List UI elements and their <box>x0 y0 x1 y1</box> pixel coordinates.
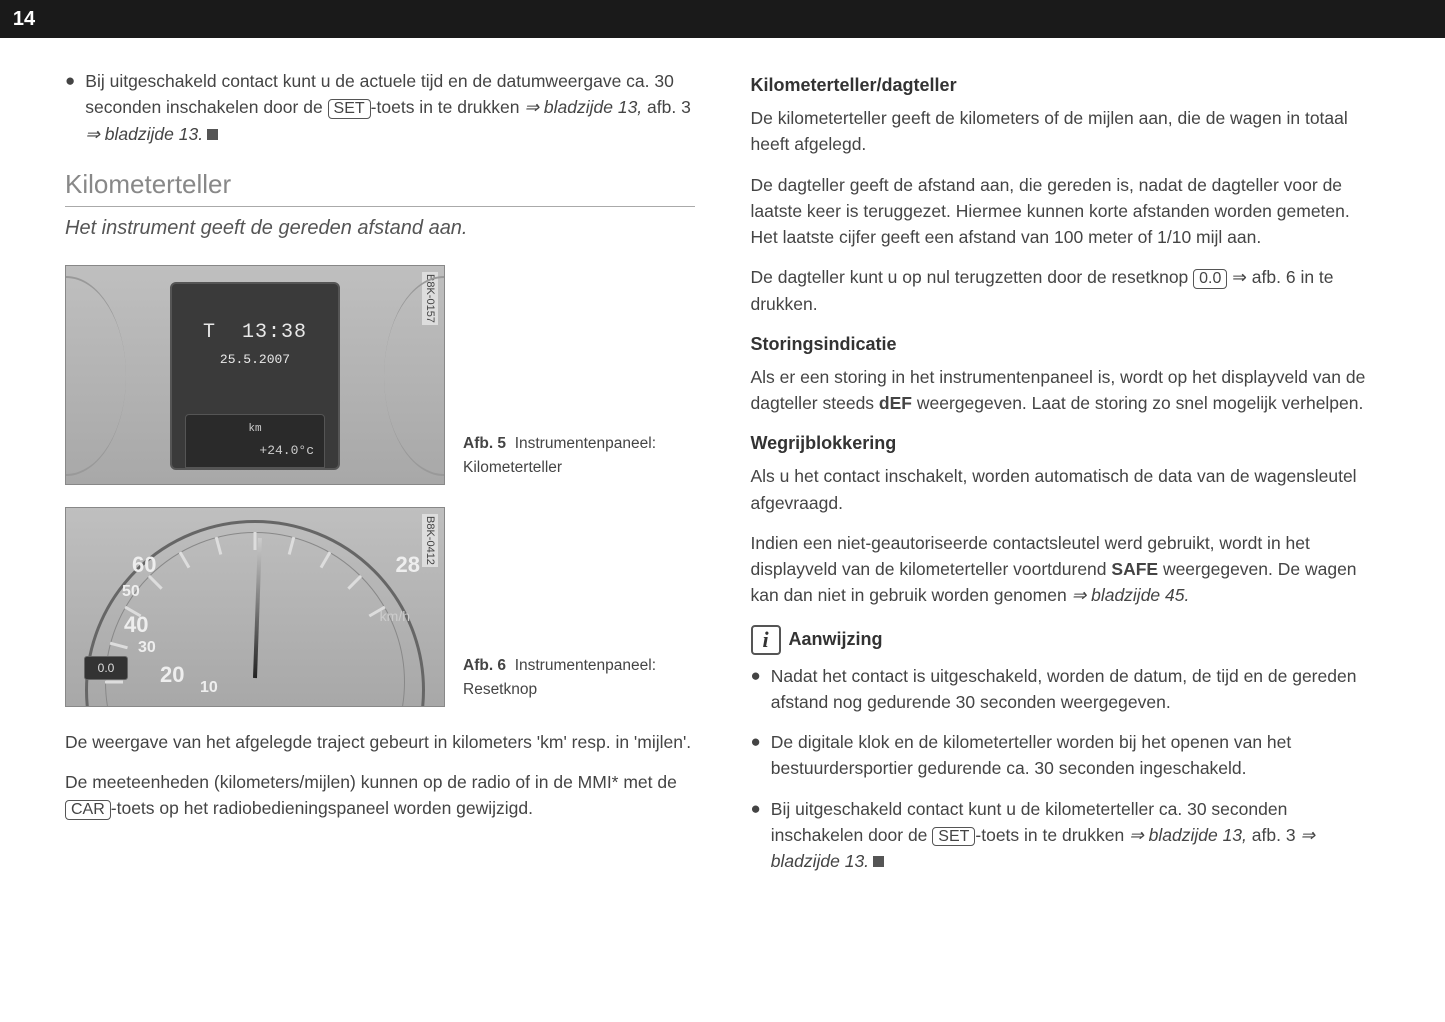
text: afb. 3 <box>642 97 691 117</box>
info-bullet: ● Nadat het contact is uitgeschakeld, wo… <box>751 663 1381 716</box>
text: De meeteenheden (kilometers/mijlen) kunn… <box>65 772 677 792</box>
paragraph: Indien een niet-geautoriseerde contactsl… <box>751 530 1381 609</box>
info-heading: i Aanwijzing <box>751 625 1381 655</box>
paragraph: De dagteller kunt u op nul terugzetten d… <box>751 264 1381 317</box>
page-ref: ⇒ bladzijde 13, <box>524 97 642 117</box>
bold-text: dEF <box>879 393 912 413</box>
info-icon: i <box>751 625 781 655</box>
text: T <box>203 321 216 344</box>
gauge-num: 28 <box>396 548 420 581</box>
gauge-num: 50 <box>122 580 140 604</box>
set-button-label: SET <box>932 827 975 847</box>
bold-text: SAFE <box>1111 559 1158 579</box>
caption-label: Afb. 5 <box>463 435 506 452</box>
figure-6-image: B8K-0412 60 50 40 30 20 10 <box>65 507 445 707</box>
paragraph: De kilometerteller geeft de kilometers o… <box>751 105 1381 158</box>
tick <box>254 532 257 550</box>
page-ref: ⇒ bladzijde 13. <box>85 124 203 144</box>
figure-5-image: B8K-0157 T 13:38 25.5.2007 km +24.0°c <box>65 265 445 485</box>
tick <box>105 680 123 683</box>
gauge-num: 10 <box>200 676 218 700</box>
gauge-num: 60 <box>132 548 156 581</box>
page-number: 14 <box>0 0 48 38</box>
text: De dagteller kunt u op nul terugzetten d… <box>751 267 1194 287</box>
info-bullet: ● Bij uitgeschakeld contact kunt u de ki… <box>751 796 1381 875</box>
intro-text: Bij uitgeschakeld contact kunt u de actu… <box>85 68 694 147</box>
figure-code: B8K-0412 <box>422 514 439 567</box>
info-label: Aanwijzing <box>789 626 883 653</box>
right-column: Kilometerteller/dagteller De kilometerte… <box>751 68 1381 992</box>
info-bullet: ● De digitale klok en de kilometerteller… <box>751 729 1381 782</box>
bullet-dot: ● <box>751 663 761 716</box>
page-content: ● Bij uitgeschakeld contact kunt u de ac… <box>65 68 1380 992</box>
text: -toets op het radiobedieningspaneel word… <box>111 798 533 818</box>
subheading: Wegrijblokkering <box>751 430 1381 457</box>
temperature: +24.0°c <box>259 441 314 461</box>
text: -toets in te drukken <box>975 825 1129 845</box>
figure-5-caption: Afb. 5 Instrumentenpaneel: Kilometertell… <box>463 432 695 485</box>
clock-date: 25.5.2007 <box>220 350 290 370</box>
gauge-num: 30 <box>138 636 156 660</box>
center-display: T 13:38 25.5.2007 km +24.0°c <box>170 282 340 470</box>
display-bottom: km +24.0°c <box>185 414 325 468</box>
figure-5-row: B8K-0157 T 13:38 25.5.2007 km +24.0°c Af… <box>65 265 695 485</box>
car-button-label: CAR <box>65 800 111 820</box>
reset-button-label: 0.0 <box>1193 269 1227 289</box>
figure-6-caption: Afb. 6 Instrumentenpaneel: Resetknop <box>463 654 695 707</box>
bullet-text: De digitale klok en de kilometerteller w… <box>771 729 1380 782</box>
section-subtitle: Het instrument geeft de gereden afstand … <box>65 213 695 243</box>
caption-label: Afb. 6 <box>463 657 506 674</box>
subheading: Storingsindicatie <box>751 331 1381 358</box>
text: 13:38 <box>242 321 307 344</box>
bullet-dot: ● <box>65 68 75 147</box>
bullet-text: Nadat het contact is uitgeschakeld, word… <box>771 663 1380 716</box>
bullet-dot: ● <box>751 796 761 875</box>
paragraph: Als er een storing in het instrumentenpa… <box>751 364 1381 417</box>
reset-button: 0.0 <box>84 656 128 680</box>
paragraph: Als u het contact inschakelt, worden aut… <box>751 463 1381 516</box>
section-heading: Kilometerteller <box>65 165 695 207</box>
gauge-arc <box>384 276 445 476</box>
km-label: km <box>248 421 261 438</box>
set-button-label: SET <box>328 99 371 119</box>
intro-bullet: ● Bij uitgeschakeld contact kunt u de ac… <box>65 68 695 147</box>
page-ref: ⇒ bladzijde 45. <box>1072 585 1190 605</box>
end-marker <box>207 129 218 140</box>
paragraph: De meeteenheden (kilometers/mijlen) kunn… <box>65 769 695 822</box>
bullet-dot: ● <box>751 729 761 782</box>
gauge-num: 20 <box>160 658 184 691</box>
subheading: Kilometerteller/dagteller <box>751 72 1381 99</box>
text: afb. 3 <box>1247 825 1301 845</box>
clock-time: T 13:38 <box>203 318 307 348</box>
speed-unit: km/h <box>380 606 410 627</box>
text: -toets in te drukken <box>371 97 525 117</box>
page-ref: ⇒ bladzijde 13, <box>1129 825 1247 845</box>
text: weergegeven. Laat de storing zo snel mog… <box>912 393 1363 413</box>
gauge-arc <box>65 276 126 476</box>
header-bar <box>48 0 1445 38</box>
left-column: ● Bij uitgeschakeld contact kunt u de ac… <box>65 68 695 992</box>
figure-6-row: B8K-0412 60 50 40 30 20 10 <box>65 507 695 707</box>
paragraph: De dagteller geeft de afstand aan, die g… <box>751 172 1381 251</box>
bullet-text: Bij uitgeschakeld contact kunt u de kilo… <box>771 796 1380 875</box>
paragraph: De weergave van het afgelegde traject ge… <box>65 729 695 755</box>
end-marker <box>873 856 884 867</box>
